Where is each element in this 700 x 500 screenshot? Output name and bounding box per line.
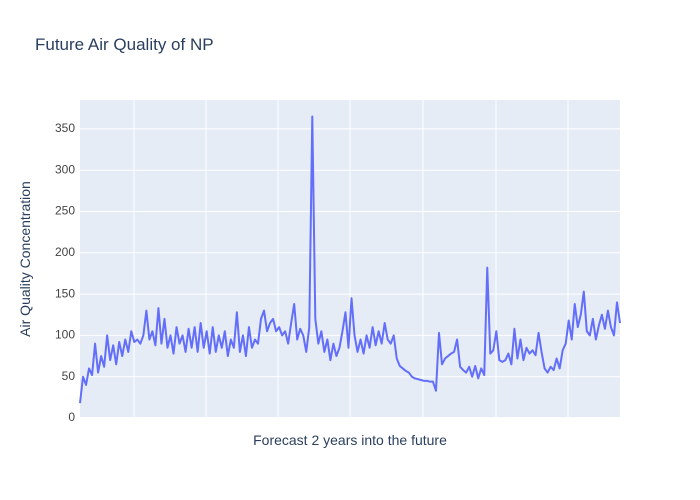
x-axis-label: Forecast 2 years into the future (253, 432, 447, 448)
y-tick-label: 100 (55, 328, 75, 342)
y-tick-label: 0 (68, 410, 75, 424)
y-tick-label: 300 (55, 162, 75, 176)
y-tick-label: 200 (55, 245, 75, 259)
y-tick-label: 150 (55, 286, 75, 300)
y-tick-label: 250 (55, 204, 75, 218)
chart-title: Future Air Quality of NP (35, 35, 214, 54)
y-axis-label: Air Quality Concentration (17, 181, 33, 337)
data-line (79, 115, 621, 404)
x-grid (133, 100, 569, 418)
y-tick-label: 50 (62, 369, 76, 383)
y-tick-label: 350 (55, 121, 75, 135)
